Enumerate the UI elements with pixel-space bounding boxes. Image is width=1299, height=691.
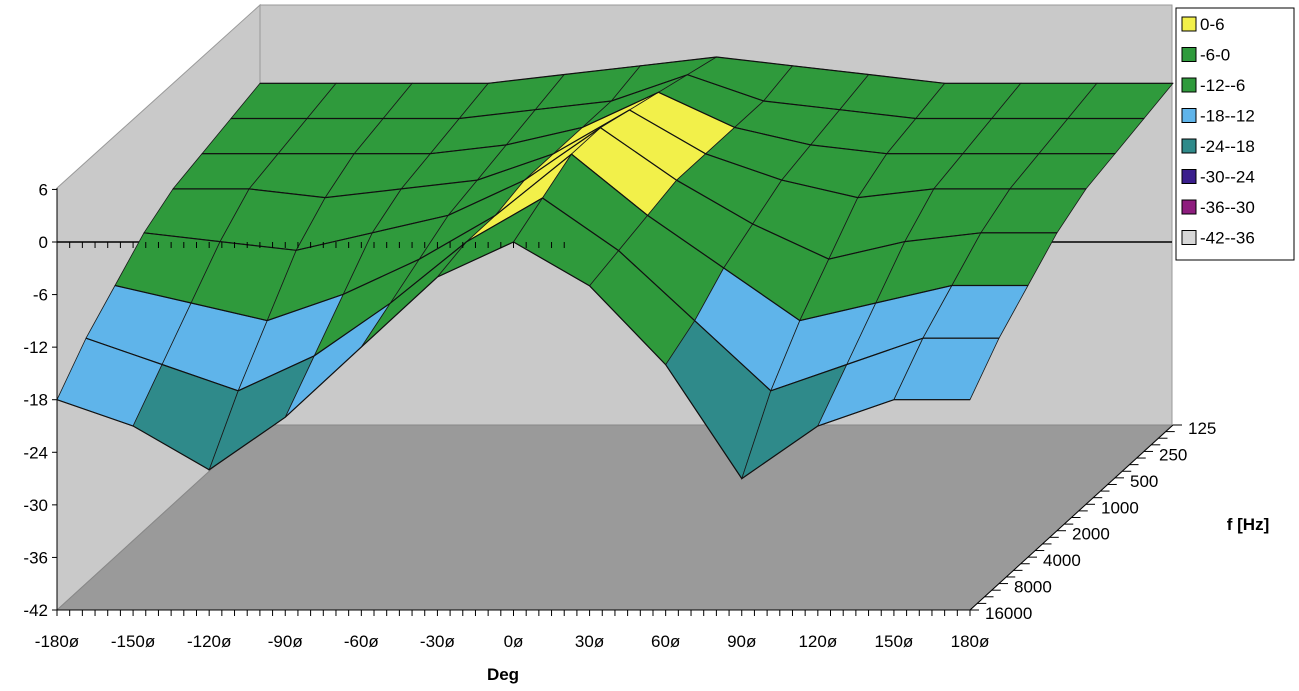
x-tick-label: -30ø — [420, 632, 455, 651]
legend-label: -18--12 — [1200, 107, 1255, 126]
x-tick-label: 90ø — [727, 632, 756, 651]
series-line-2000 — [143, 126, 1057, 260]
depth-tick-label: 2000 — [1072, 525, 1110, 544]
depth-tick-label: 1000 — [1101, 498, 1139, 517]
legend-swatch — [1181, 199, 1197, 215]
legend-label: -30--24 — [1200, 168, 1255, 187]
z-tick-label: -18 — [23, 391, 48, 410]
depth-tick-label: 16000 — [985, 604, 1032, 623]
x-tick-label: -180ø — [35, 632, 79, 651]
depth-tick-label: 4000 — [1043, 551, 1081, 570]
depth-tick-label: 125 — [1188, 419, 1216, 438]
series-line-250 — [231, 74, 1144, 120]
series-line-1000 — [173, 109, 1086, 199]
x-tick-label: 150ø — [875, 632, 914, 651]
z-tick-label: -42 — [23, 601, 48, 620]
legend-label: -24--18 — [1200, 137, 1255, 156]
legend-swatch — [1181, 16, 1197, 32]
x-tick-label: -150ø — [111, 632, 155, 651]
depth-tick-label: 8000 — [1014, 578, 1052, 597]
legend-swatch — [1181, 138, 1197, 154]
x-tick-label: -90ø — [268, 632, 303, 651]
legend-swatch — [1181, 108, 1197, 123]
legend-label: -6-0 — [1200, 46, 1230, 65]
series-line-125 — [260, 56, 1173, 84]
z-tick-label: 6 — [39, 180, 48, 199]
z-tick-label: -6 — [33, 286, 48, 305]
legend: 0-6 -6-0 -12--6 -18--12 -24--18 -30--24 -36--3… — [1175, 7, 1295, 261]
series-line-8000 — [85, 197, 999, 392]
series-line-500 — [202, 91, 1115, 155]
x-tick-label: -120ø — [187, 632, 231, 651]
x-tick-label: 180ø — [951, 632, 990, 651]
legend-label: -12--6 — [1200, 76, 1245, 95]
legend-label: -36--30 — [1200, 198, 1255, 217]
depth-tick-label: 500 — [1130, 472, 1158, 491]
legend-swatch — [1181, 230, 1197, 245]
z-tick-label: 0 — [39, 233, 48, 252]
x-tick-label: 60ø — [651, 632, 680, 651]
legend-box — [1175, 7, 1295, 261]
z-tick-label: -36 — [23, 548, 48, 567]
legend-label: -42--36 — [1200, 229, 1255, 248]
z-tick-label: -30 — [23, 496, 48, 515]
surface-layer — [56, 56, 1174, 480]
z-tick-label: -24 — [23, 443, 48, 462]
z-tick-label: -12 — [23, 338, 48, 357]
x-tick-label: 0ø — [504, 632, 524, 651]
x-tick-label: -60ø — [344, 632, 379, 651]
x-tick-label: 120ø — [798, 632, 837, 651]
x-axis-title: Deg — [487, 665, 519, 684]
axes-layer: 6 0 -6 -12 -18 -24 -30 -36 -42 -180ø -150ø -120ø -90… — [23, 180, 1216, 651]
legend-label: 0-6 — [1200, 15, 1225, 34]
x-tick-label: 30ø — [575, 632, 604, 651]
legend-swatch — [1181, 77, 1197, 93]
legend-swatch — [1181, 47, 1197, 62]
legend-swatch — [1181, 169, 1197, 184]
depth-tick-label: 250 — [1159, 445, 1187, 464]
series-line-4000 — [114, 153, 1028, 322]
y-axis-title: f [Hz] — [1227, 515, 1269, 534]
